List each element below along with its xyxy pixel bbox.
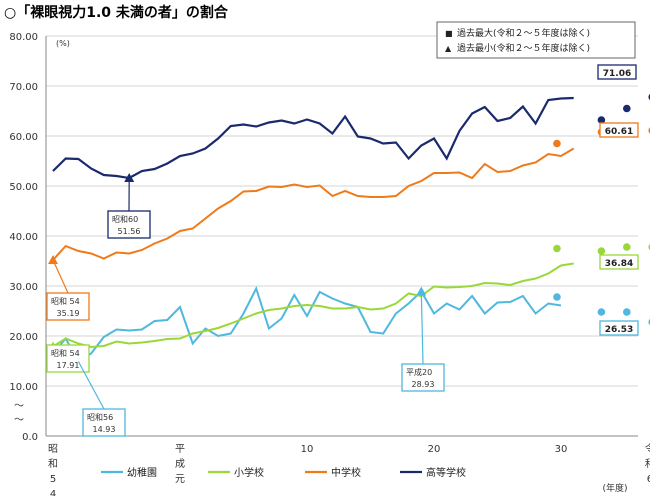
x-tick-label: 10 [301, 444, 314, 455]
x-tick-label: 6 [647, 474, 650, 485]
data-point [597, 247, 606, 255]
y-tick-label: 40.00 [9, 232, 38, 243]
current-value-label: 71.06 [603, 69, 631, 79]
x-axis-unit: (年度) [602, 482, 627, 494]
y-axis-unit: (%) [56, 39, 70, 48]
max-min-legend: ■ 過去最大(令和２～５年度は除く) ▲ 過去最小(令和２～５年度は除く) [436, 21, 636, 59]
current-value-label: 26.53 [605, 325, 633, 335]
callout-label: 昭和 54 [51, 297, 80, 306]
x-tick-label: 成 [175, 458, 185, 470]
callout-value: 28.93 [412, 380, 435, 389]
legend-label: 中学校 [331, 466, 361, 479]
series-line-highschool [52, 96, 574, 180]
y-tick-label: 30.00 [9, 282, 38, 293]
legend-label: 幼稚園 [127, 466, 157, 479]
callout-box [82, 408, 126, 437]
callout-label: 平成20 [406, 367, 432, 377]
x-tick-label: 和 [48, 458, 58, 470]
page-title: ○「裸眼視力1.0 未満の者」の割合 [4, 5, 228, 21]
chart-axes: 0.0 10.00 20.00 30.00 40.00 50.00 60.00 70.00 80… [9, 32, 650, 496]
x-tick-label: 和 [645, 458, 650, 470]
data-point [623, 243, 631, 251]
callout-label: 昭和60 [112, 215, 138, 224]
series-line-juniorhigh [52, 147, 575, 261]
axis-break-mark: ～ [14, 401, 24, 412]
legend-box-marker: ■ [445, 29, 453, 38]
chart-callouts: 昭和60 51.56 昭和 54 35.19 昭和 54 17.91 昭和56 14.93 平成… [46, 64, 639, 437]
y-tick-label: 80.00 [9, 32, 38, 43]
y-tick-label: 10.00 [9, 382, 38, 393]
x-tick-label: 元 [175, 474, 185, 485]
callout-label: 昭和 54 [51, 349, 80, 358]
current-value-box [597, 64, 637, 80]
min-marker [48, 255, 58, 264]
callout-label: 昭和56 [87, 413, 113, 422]
legend-label: 高等学校 [426, 466, 466, 479]
min-marker [124, 173, 135, 182]
data-point [553, 139, 561, 148]
current-value-label: 36.84 [605, 259, 633, 269]
legend-label: 小学校 [234, 466, 264, 479]
y-tick-label: 0.0 [22, 432, 38, 443]
x-tick-label: 5 [50, 474, 56, 485]
y-tick-label: 50.00 [9, 182, 38, 193]
y-tick-label: 20.00 [9, 332, 38, 343]
data-point [623, 308, 631, 316]
callout-value: 17.91 [57, 361, 80, 370]
callout-box [107, 210, 151, 239]
data-point [597, 116, 606, 124]
legend-box-text: 過去最小(令和２～５年度は除く) [457, 42, 590, 54]
current-value-box [599, 122, 639, 138]
callout-leader [52, 259, 69, 294]
callout-value: 35.19 [57, 309, 80, 318]
x-tick-label: 昭 [48, 443, 58, 455]
x-tick-label: 4 [50, 489, 56, 496]
min-marker [416, 286, 427, 296]
x-tick-label: 30 [555, 444, 568, 455]
series-line-kindergarten [52, 285, 562, 363]
callout-leader [420, 291, 424, 365]
y-tick-label: 70.00 [9, 82, 38, 93]
callout-box [46, 292, 90, 321]
data-point [553, 244, 561, 253]
callout-value: 51.56 [118, 227, 141, 236]
callout-box [401, 363, 445, 392]
callout-value: 14.93 [93, 425, 116, 434]
current-value-box [599, 254, 639, 270]
current-value-label: 60.61 [605, 127, 633, 137]
legend-box [436, 21, 636, 59]
legend-box-text: 過去最大(令和２～５年度は除く) [457, 27, 590, 39]
x-tick-label: 20 [428, 444, 441, 455]
data-point [553, 293, 561, 301]
x-tick-label: 平 [175, 444, 185, 455]
callout-leader [77, 361, 105, 410]
chart-legend: 幼稚園 小学校 中学校 高等学校 [101, 466, 466, 479]
axis-break-mark: ～ [14, 415, 24, 426]
series-line-elementary [52, 262, 574, 349]
legend-box-marker: ▲ [445, 44, 452, 53]
current-value-box [599, 320, 639, 336]
data-point [597, 308, 606, 316]
x-tick-label: 令 [645, 442, 650, 455]
data-point [623, 104, 631, 113]
y-tick-label: 60.00 [9, 132, 38, 143]
chart-lines [52, 96, 575, 363]
